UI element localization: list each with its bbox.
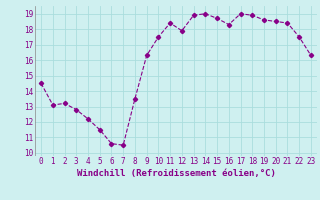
X-axis label: Windchill (Refroidissement éolien,°C): Windchill (Refroidissement éolien,°C) (76, 169, 276, 178)
